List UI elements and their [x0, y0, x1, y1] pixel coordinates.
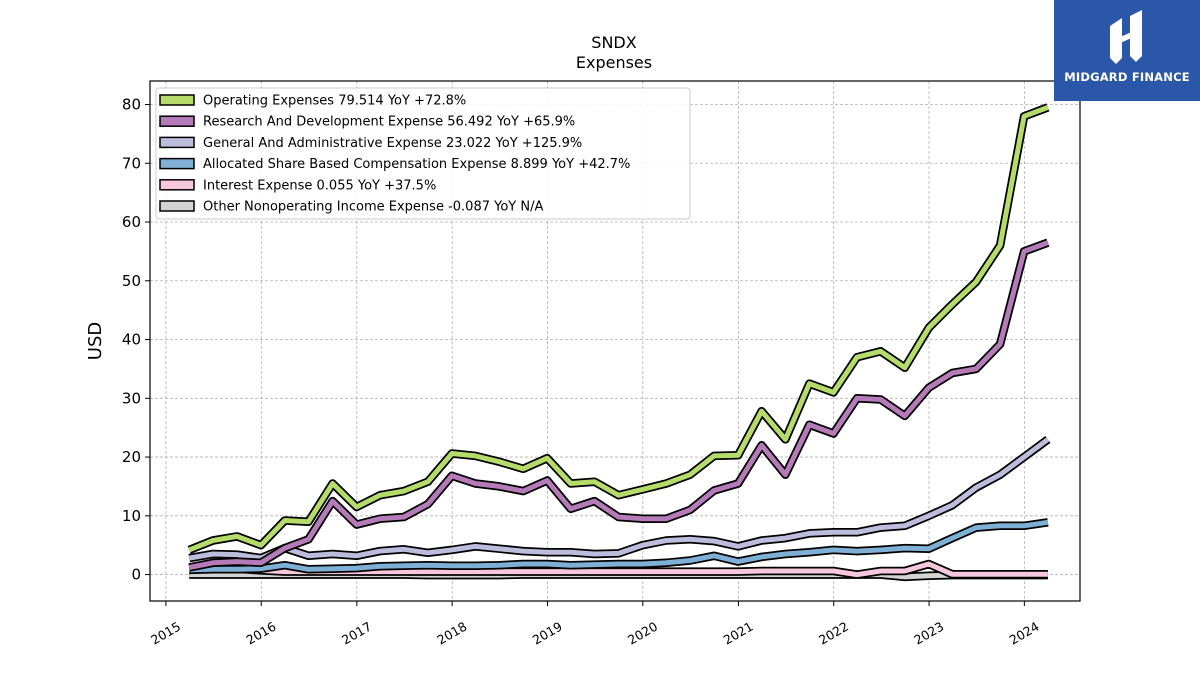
- x-tick-label: 2015: [148, 619, 183, 648]
- y-tick-label: 70: [122, 154, 141, 172]
- chart-title: SNDX: [591, 33, 636, 52]
- y-tick-label: 80: [122, 96, 141, 114]
- x-tick-label: 2023: [911, 619, 946, 648]
- legend-item: Research And Development Expense 56.492 …: [159, 115, 575, 130]
- series-line-3: [188, 435, 1051, 563]
- series-lines: [187, 103, 1051, 582]
- legend-item: General And Administrative Expense 23.02…: [159, 136, 582, 151]
- x-tick-label: 2016: [243, 619, 278, 648]
- legend-item: Allocated Share Based Compensation Expen…: [159, 157, 630, 172]
- y-tick-label: 0: [131, 566, 141, 584]
- legend-label: Operating Expenses 79.514 YoY +72.8%: [203, 94, 466, 109]
- series-stroke: [188, 240, 1049, 570]
- legend-label: Allocated Share Based Compensation Expen…: [203, 157, 630, 172]
- legend-swatch: [159, 94, 195, 106]
- legend-swatch: [159, 179, 195, 191]
- legend-swatch: [159, 200, 195, 212]
- x-tick-label: 2021: [721, 619, 756, 648]
- legend-box: [155, 87, 691, 220]
- x-tick-label: 2022: [816, 619, 851, 648]
- y-tick-label: 20: [122, 448, 141, 466]
- series-line-4: [189, 518, 1049, 575]
- y-tick-label: 60: [122, 213, 141, 231]
- x-tick-label: 2017: [339, 619, 374, 648]
- legend: Operating Expenses 79.514 YoY +72.8% Rese…: [155, 87, 691, 220]
- y-axis-ticks: 0 10 20 30 40 50 60 70 80: [122, 96, 150, 584]
- series-line-1: [187, 103, 1050, 554]
- legend-swatch: [159, 136, 195, 149]
- brand-mark-icon: [1110, 10, 1142, 64]
- x-axis-ticks: 2015 2016 2017 2018 2019 2020 2021 2022 2023 2024: [148, 601, 1042, 648]
- legend-item: Operating Expenses 79.514 YoY +72.8%: [159, 94, 466, 109]
- y-tick-label: 50: [122, 272, 141, 290]
- y-tick-label: 40: [122, 331, 141, 349]
- midgard-finance-logo: MIDGARD FINANCE: [1054, 0, 1200, 101]
- series-stroke: [189, 519, 1049, 573]
- series-stroke: [188, 437, 1050, 561]
- legend-swatch: [159, 157, 195, 170]
- x-tick-label: 2020: [625, 619, 660, 648]
- series-line-2: [188, 238, 1050, 572]
- x-tick-label: 2018: [434, 619, 469, 648]
- chart-subtitle: Expenses: [576, 53, 652, 72]
- legend-item: Interest Expense 0.055 YoY +37.5%: [159, 178, 436, 193]
- legend-item: Other Nonoperating Income Expense -0.087…: [159, 200, 543, 215]
- plot-frame: [149, 80, 1081, 602]
- legend-label: General And Administrative Expense 23.02…: [203, 136, 582, 151]
- brand-name: MIDGARD FINANCE: [1064, 70, 1190, 84]
- legend-label: Interest Expense 0.055 YoY +37.5%: [203, 178, 436, 193]
- y-tick-label: 10: [122, 507, 141, 525]
- y-tick-label: 30: [122, 389, 141, 407]
- legend-swatch: [159, 115, 195, 127]
- x-tick-label: 2019: [530, 619, 565, 648]
- y-axis-label: USD: [85, 322, 106, 360]
- x-tick-label: 2024: [1007, 619, 1042, 648]
- series-stroke: [188, 105, 1049, 553]
- legend-label: Other Nonoperating Income Expense -0.087…: [203, 200, 543, 215]
- legend-label: Research And Development Expense 56.492 …: [203, 115, 575, 130]
